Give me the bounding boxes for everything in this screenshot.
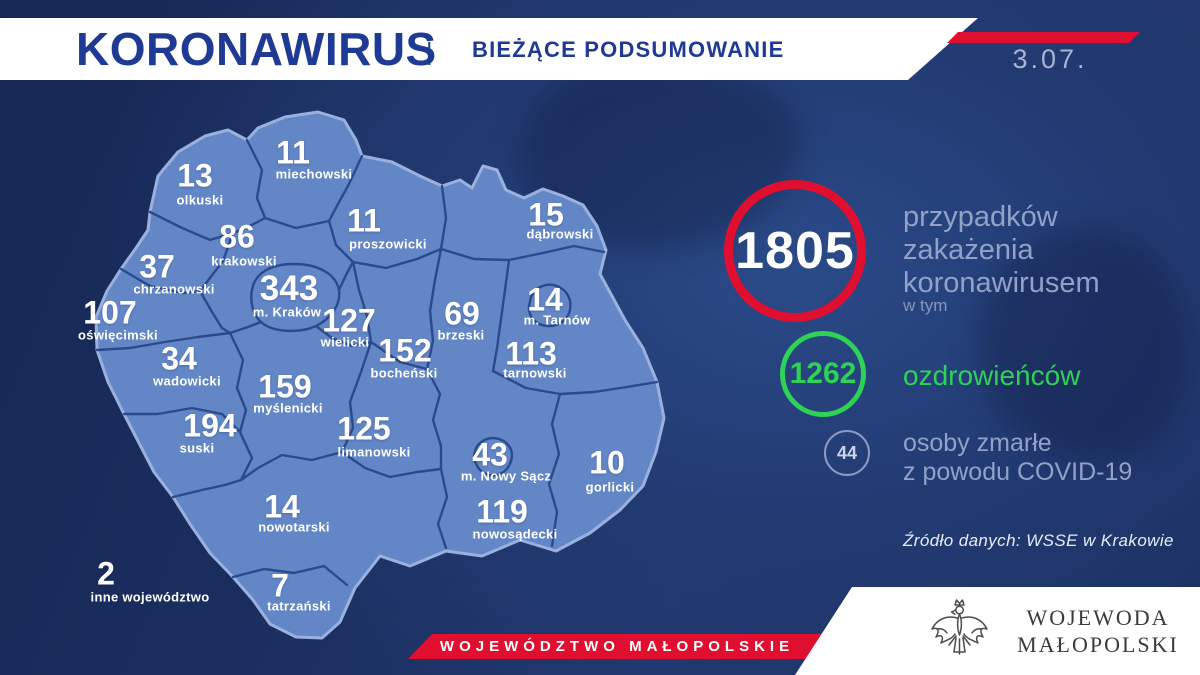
title-separator: | [426,38,433,66]
district-label-tatrzański: tatrzański [267,598,331,614]
district-label-olkuski: olkuski [176,192,224,208]
date-accent-stripe [947,32,1140,43]
district-count-proszowicki: 11 [347,202,381,239]
recovered-label: ozdrowieńców [903,360,1081,391]
district-label-inne-województwo: inne województwo [90,589,210,605]
district-count-suski: 194 [183,407,237,444]
district-label-tarnowski: tarnowski [503,365,567,381]
confirmed-cases-value: 1805 [735,222,855,280]
district-count-bocheński: 152 [378,332,432,369]
district-count-limanowski: 125 [337,410,391,447]
district-label-m-nowy-sącz: m. Nowy Sącz [460,468,552,484]
report-date: 3.07. [1012,44,1088,74]
data-source-note: Źródło danych: WSSE w Krakowie [903,531,1174,550]
district-count-myślenicki: 159 [258,368,312,405]
district-label-m-kraków: m. Kraków [252,304,322,320]
voivodeship-ribbon: WOJEWÓDZTWO MAŁOPOLSKIE [408,634,826,659]
district-count-miechowski: 11 [276,134,310,171]
district-count-wielicki: 127 [322,302,376,339]
district-count-oświęcimski: 107 [83,294,137,331]
district-count-inne-województwo: 2 [97,555,115,592]
district-count-tarnowski: 113 [505,335,557,372]
page-title: KORONAWIRUS [76,23,437,75]
background-watermark [980,230,1190,460]
district-label-suski: suski [179,440,215,456]
district-label-m-tarnów: m. Tarnów [523,312,591,328]
district-count-wadowicki: 34 [161,340,197,377]
district-label-bocheński: bocheński [370,365,438,381]
district-count-m-kraków: 343 [259,269,319,308]
district-label-proszowicki: proszowicki [349,236,427,252]
confirmed-cases-circle: 1805 [724,180,866,322]
voivodeship-outline [94,110,666,640]
district-label-myślenicki: myślenicki [253,400,323,416]
district-label-limanowski: limanowski [337,444,411,460]
district-label-brzeski: brzeski [437,327,485,343]
district-label-miechowski: miechowski [275,166,353,182]
district-count-nowosądecki: 119 [476,493,528,530]
header-band [0,18,978,80]
district-label-dąbrowski: dąbrowski [526,226,594,242]
district-count-olkuski: 13 [177,157,213,194]
deceased-circle: 44 [824,430,870,476]
authority-title: WOJEWODA MAŁOPOLSKI [1017,605,1179,657]
deceased-label: osoby zmarłe z powodu COVID-19 [903,429,1133,486]
district-count-dąbrowski: 15 [528,196,564,233]
deceased-value: 44 [836,442,858,463]
district-label-nowotarski: nowotarski [258,519,330,535]
district-borders [95,138,659,587]
including-note: w tym [903,296,948,315]
district-label-gorlicki: gorlicki [585,479,635,495]
district-label-wielicki: wielicki [320,334,370,350]
district-count-gorlicki: 10 [589,444,625,481]
confirmed-cases-label: przypadków zakażenia koronawirusem [903,201,1100,299]
district-count-m-tarnów: 14 [527,281,563,318]
district-count-nowotarski: 14 [264,488,300,525]
district-label-krakowski: krakowski [211,253,277,269]
district-label-oświęcimski: oświęcimski [78,327,158,343]
district-label-chrzanowski: chrzanowski [133,281,215,297]
page-subtitle: BIEŻĄCE PODSUMOWANIE [472,37,785,62]
district-count-m-nowy-sącz: 43 [472,436,508,473]
district-label-nowosądecki: nowosądecki [472,526,558,542]
district-count-tatrzański: 7 [271,567,289,604]
district-count-brzeski: 69 [444,295,480,332]
district-label-wadowicki: wadowicki [153,373,221,389]
polish-eagle-icon [931,599,988,655]
district-count-chrzanowski: 37 [139,248,175,285]
district-count-krakowski: 86 [219,218,255,255]
authority-box [795,587,1200,675]
recovered-circle: 1262 [780,331,866,417]
recovered-value: 1262 [789,357,857,390]
